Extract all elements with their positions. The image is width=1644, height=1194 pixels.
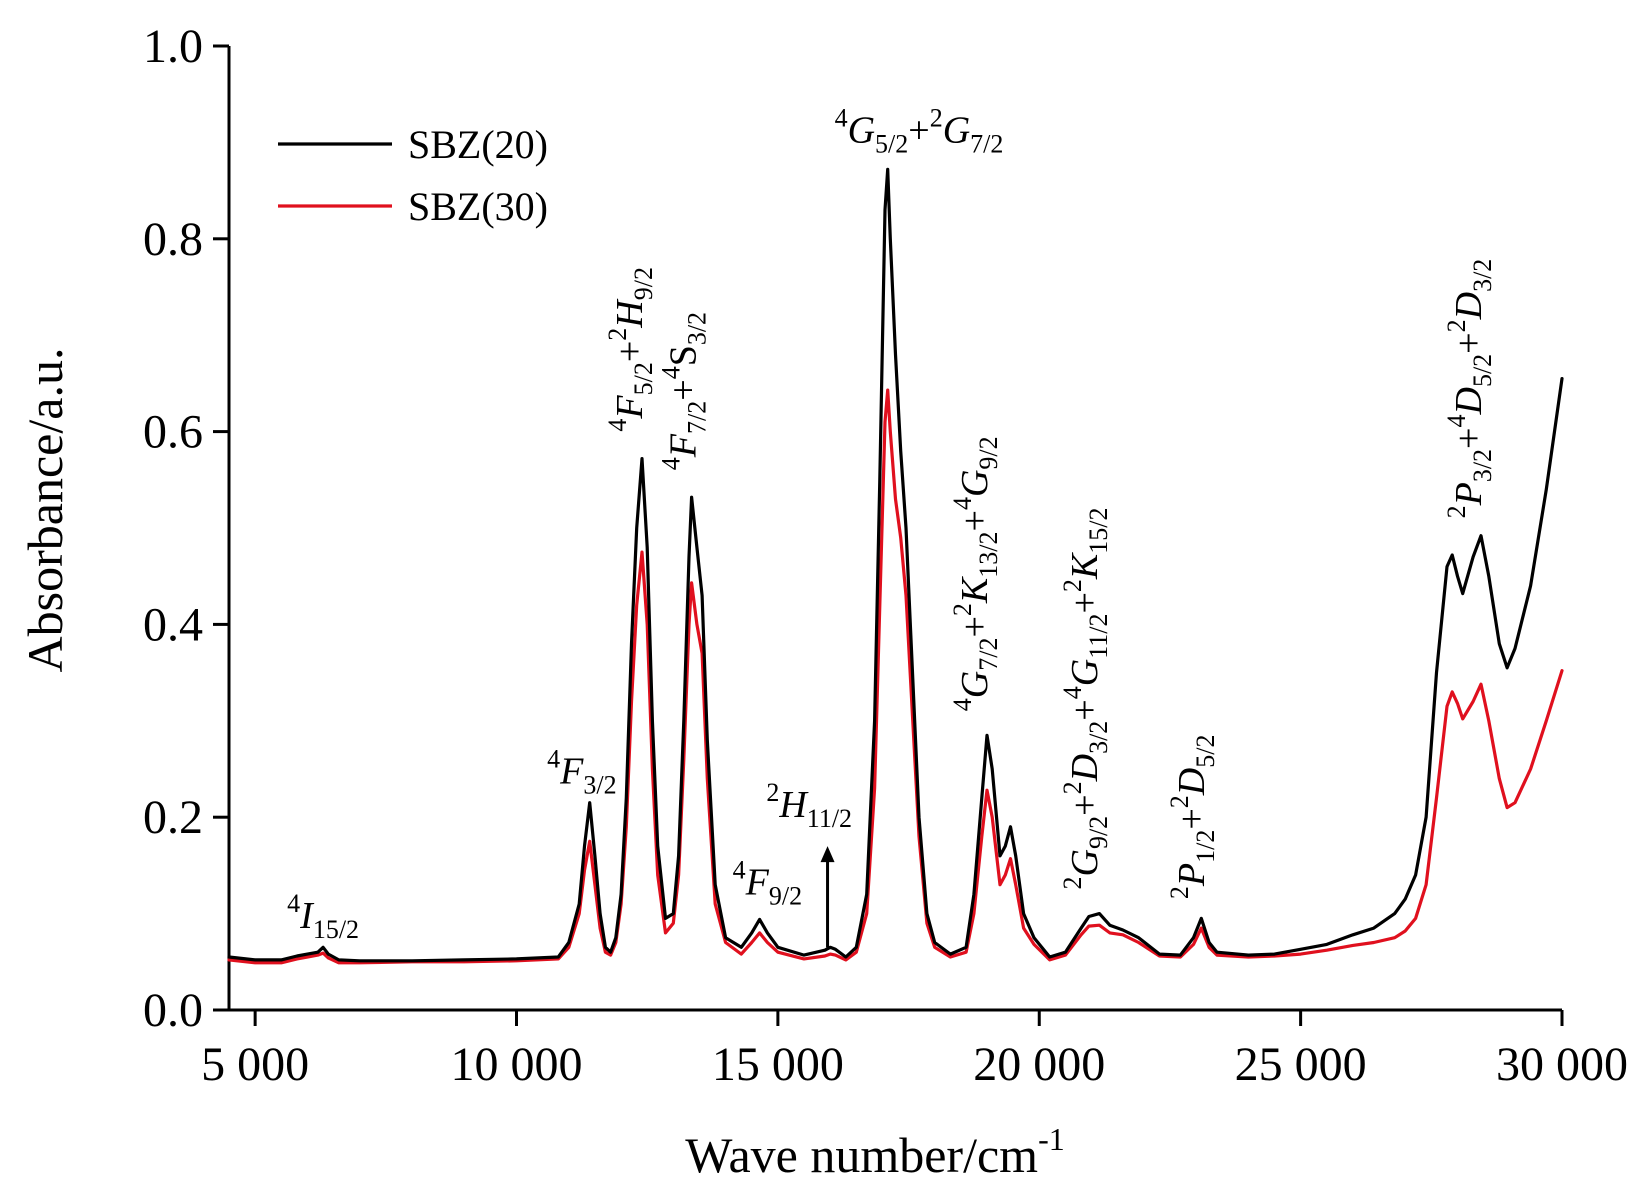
annotation-i15: 4I15/2	[287, 889, 359, 944]
annotation-g72: 4G7/2+2K13/2+4G9/2	[948, 436, 1003, 711]
legend-label: SBZ(20)	[408, 122, 548, 167]
annotation-p12: 2P1/2+2D5/2	[1165, 735, 1220, 900]
y-tick-label: 0.0	[143, 984, 203, 1037]
y-tick-label: 0.4	[143, 598, 203, 651]
x-axis-title: Wave number/cm-1	[685, 1121, 1064, 1183]
annotation-g52: 4G5/2+2G7/2	[835, 103, 1004, 158]
series-layer	[227, 167, 1564, 965]
x-tick-label: 20 000	[973, 1038, 1105, 1091]
x-tick-label: 5 000	[201, 1038, 309, 1091]
y-tick-label: 0.8	[143, 213, 203, 266]
y-axis-title: Absorbance/a.u.	[17, 348, 73, 673]
x-axis-title-text: Wave number/cm	[685, 1127, 1038, 1183]
x-axis-title-exponent: -1	[1038, 1121, 1065, 1157]
annotation-f32: 4F3/2	[547, 745, 616, 800]
annotation-f72: 4F7/2+4S3/2	[656, 312, 711, 470]
annotation-f92: 4F9/2	[733, 855, 802, 910]
annotation-g92: 2G9/2+2D3/2+4G11/2+2K15/2	[1058, 508, 1113, 890]
annotation-h112: 2H11/2	[766, 778, 852, 833]
series-line-sbz-20	[227, 167, 1564, 963]
x-tick-label: 10 000	[451, 1038, 583, 1091]
y-tick-label: 0.2	[143, 791, 203, 844]
y-tick-label: 0.6	[143, 406, 203, 459]
x-tick-label: 30 000	[1496, 1038, 1628, 1091]
arrow-head	[820, 846, 835, 863]
axes: 0.0 0.2 0.4 0.6 0.8 1.0 5 000 10 000 15 000 20 00…	[143, 20, 1628, 1091]
x-tick-label: 25 000	[1235, 1038, 1367, 1091]
x-tick-label: 15 000	[712, 1038, 844, 1091]
y-tick-label: 1.0	[143, 20, 203, 73]
legend: SBZ(20) SBZ(30)	[278, 122, 548, 229]
annotation-f52: 4F5/2+2H9/2	[603, 267, 658, 432]
series-line-sbz-30	[227, 388, 1564, 965]
annotation-p32: 2P3/2+4D5/2+2D3/2	[1442, 259, 1497, 519]
legend-label: SBZ(30)	[408, 184, 548, 229]
